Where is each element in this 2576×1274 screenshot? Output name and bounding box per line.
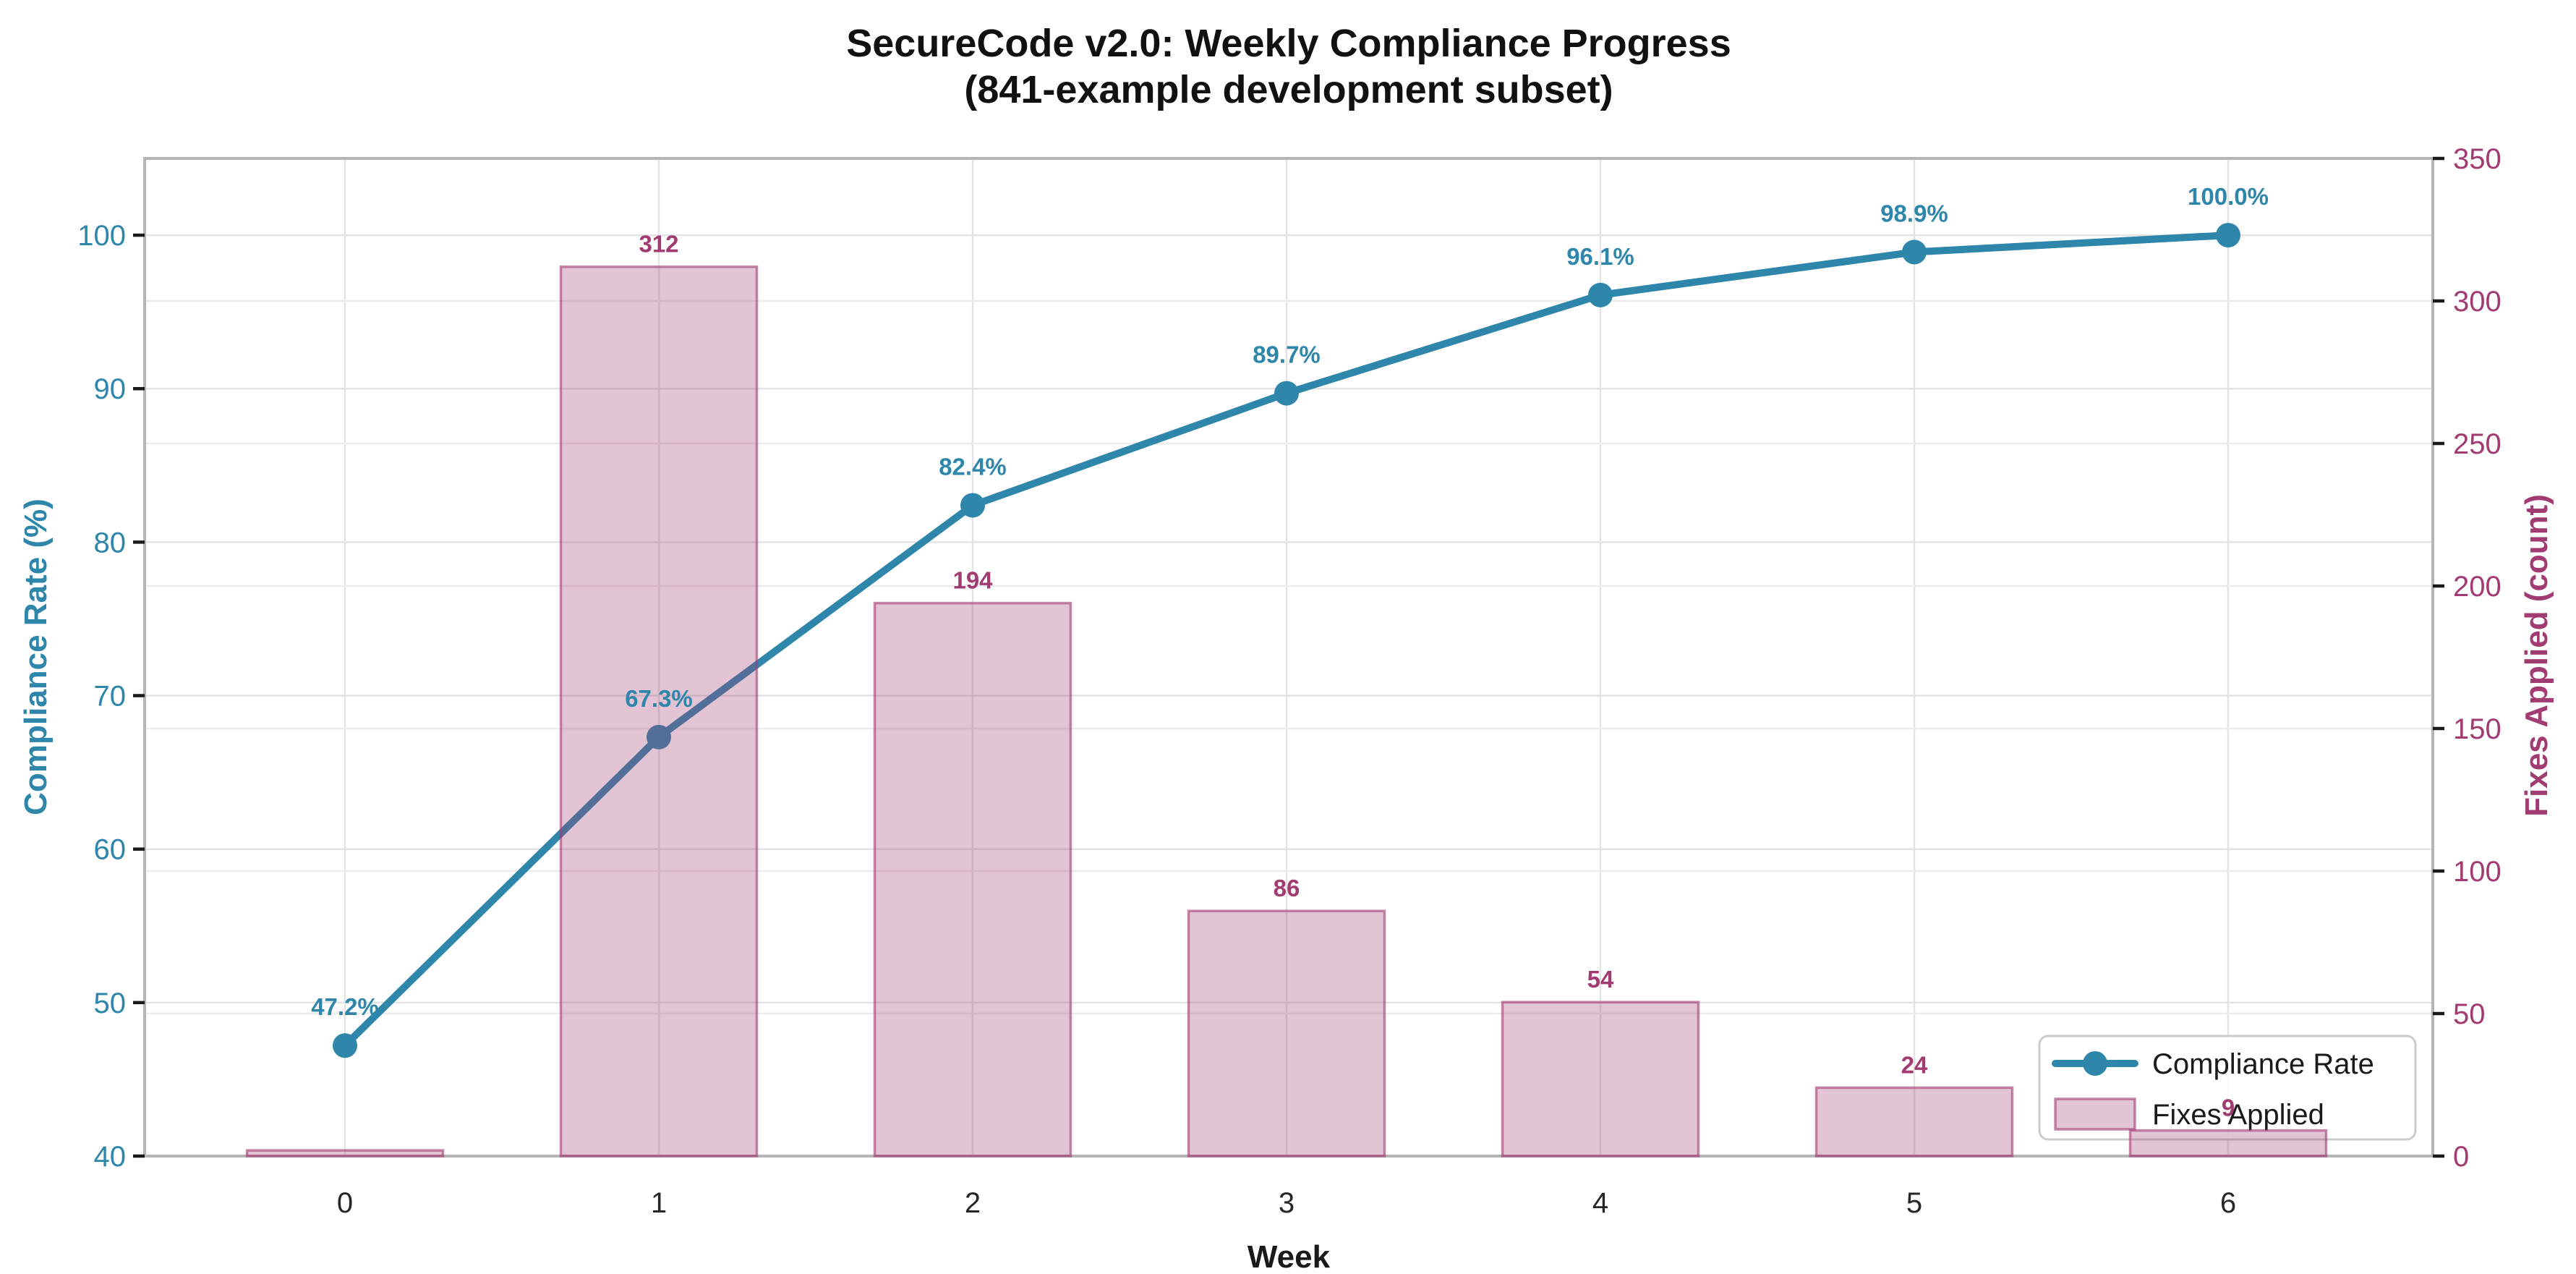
point-label-week-1: 67.3%: [625, 685, 693, 712]
x-tick-label: 6: [2220, 1187, 2236, 1219]
y-left-tick-label: 70: [94, 681, 127, 713]
legend-line-marker: [2083, 1051, 2107, 1076]
y-left-axis-label: Compliance Rate (%): [18, 498, 54, 815]
bar-week-6: [2128, 1129, 2328, 1158]
line-series-layer: [333, 223, 2240, 1058]
bar-week-5: [1814, 1086, 2014, 1158]
y-left-tick-label: 100: [77, 220, 126, 252]
x-tick-label: 3: [1279, 1187, 1295, 1219]
line-point-labels: 47.2% 67.3% 82.4% 89.7% 96.1% 98.9% 100.0%: [311, 183, 2269, 1020]
y-right-tick-label: 50: [2453, 998, 2486, 1030]
line-marker: [1274, 381, 1299, 406]
y-right-axis-label: Fixes Applied (count): [2519, 494, 2554, 817]
bar-week-4: [1501, 1001, 1700, 1158]
y-left-tick-label: 80: [94, 527, 127, 559]
point-label-week-0: 47.2%: [311, 993, 379, 1020]
point-label-week-6: 100.0%: [2188, 183, 2269, 210]
bar-series-layer: [245, 265, 2328, 1158]
legend-label-fixes-applied: Fixes Applied: [2152, 1099, 2324, 1131]
y-left-tick-label: 50: [94, 988, 127, 1019]
chart-title-line1: SecureCode v2.0: Weekly Compliance Progr…: [846, 22, 1731, 65]
x-tick-label: 4: [1592, 1187, 1608, 1219]
x-tick-label: 0: [337, 1187, 353, 1219]
legend-label-compliance-rate: Compliance Rate: [2152, 1048, 2374, 1080]
legend-bar-swatch: [2054, 1097, 2136, 1131]
line-marker: [647, 724, 671, 749]
x-tick-label: 1: [651, 1187, 667, 1219]
bar-label-week-3: 86: [1274, 875, 1300, 901]
y-left-tick-label: 90: [94, 373, 127, 405]
bar-label-week-5: 24: [1901, 1051, 1928, 1078]
bar-label-week-2: 194: [952, 567, 993, 594]
line-marker: [1588, 282, 1613, 307]
line-marker: [2216, 223, 2240, 248]
line-marker: [960, 493, 985, 518]
y-right-tick-label: 350: [2453, 143, 2502, 175]
line-marker: [333, 1033, 357, 1058]
y-right-tick-label: 250: [2453, 428, 2502, 460]
y-right-tick-label: 100: [2453, 856, 2502, 888]
legend: Compliance Rate Fixes Applied: [2038, 1035, 2417, 1141]
bar-label-week-6: 9: [2222, 1095, 2235, 1121]
bar-week-1: [559, 265, 759, 1158]
bar-week-3: [1187, 909, 1386, 1158]
y-right-tick-label: 150: [2453, 713, 2502, 745]
x-tick-label: 5: [1906, 1187, 1922, 1219]
bar-value-labels: 312 194 86 54 24 9: [639, 231, 2235, 1121]
chart-title-line2: (841-example development subset): [964, 68, 1613, 111]
y-right-tick-label: 300: [2453, 286, 2502, 318]
point-label-week-2: 82.4%: [939, 453, 1007, 480]
line-marker: [1902, 239, 1927, 265]
x-tick-label: 2: [965, 1187, 981, 1219]
point-label-week-5: 98.9%: [1880, 200, 1948, 226]
point-label-week-4: 96.1%: [1566, 243, 1634, 270]
bar-label-week-4: 54: [1587, 966, 1614, 993]
y-right-tick-label: 200: [2453, 571, 2502, 603]
y-left-tick-label: 40: [94, 1141, 127, 1173]
axis-ticks-layer: 40 50 60 70 80 90 100 0 50 100 150 200 250 300 350 0 1 2 3…: [77, 143, 2502, 1219]
bar-label-week-1: 312: [639, 231, 678, 258]
point-label-week-3: 89.7%: [1253, 341, 1321, 368]
y-right-tick-label: 0: [2453, 1141, 2469, 1173]
bar-week-0: [245, 1149, 445, 1158]
bar-week-2: [873, 601, 1072, 1158]
x-axis-label: Week: [1248, 1239, 1331, 1274]
y-left-tick-label: 60: [94, 834, 127, 866]
